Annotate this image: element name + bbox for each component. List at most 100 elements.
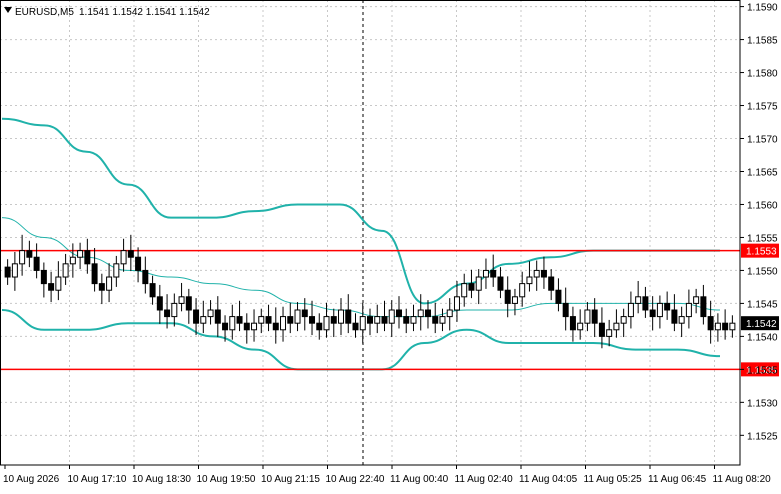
candle-body xyxy=(207,309,214,318)
candle-body xyxy=(714,322,721,331)
candle-body xyxy=(229,316,236,331)
candle-body xyxy=(280,316,287,331)
candle-body xyxy=(214,309,221,324)
candle-body xyxy=(345,309,352,324)
price-level-label: 1.1535 xyxy=(746,365,777,376)
candle-body xyxy=(200,316,207,324)
candle-body xyxy=(446,309,453,318)
grid xyxy=(0,0,740,465)
candle-body xyxy=(106,276,113,291)
x-tick-label: 11 Aug 05:25 xyxy=(584,474,643,485)
candle-body xyxy=(381,316,388,324)
candle-body xyxy=(533,269,540,278)
candle-body xyxy=(606,329,613,337)
price-level-tag xyxy=(741,362,779,377)
bollinger-bands xyxy=(1,117,721,371)
candle-body xyxy=(540,269,547,278)
candle-body xyxy=(374,316,381,324)
current-price-tag xyxy=(741,316,779,331)
candle-body xyxy=(403,316,410,324)
candle-body xyxy=(171,302,178,318)
horizontal-levels[interactable]: 1.1553 1.1535 xyxy=(0,243,779,377)
x-tick-label: 10 Aug 2026 xyxy=(3,474,60,485)
triangle-down-icon[interactable] xyxy=(4,7,12,13)
price-level-tag xyxy=(741,243,779,258)
candle-body xyxy=(664,302,671,311)
candles xyxy=(4,234,736,349)
y-tick-label: 1.1585 xyxy=(747,36,778,47)
x-tick-label: 10 Aug 21:15 xyxy=(261,474,320,485)
symbol-label: EURUSD,M5 xyxy=(15,7,74,18)
candle-body xyxy=(388,309,395,324)
candle-body xyxy=(417,309,424,318)
candle-body xyxy=(620,316,627,324)
candle-body xyxy=(722,322,729,331)
x-tick-label: 11 Aug 00:40 xyxy=(390,474,449,485)
candle-body xyxy=(4,266,11,278)
x-tick-label: 10 Aug 17:10 xyxy=(68,474,127,485)
y-tick-label: 1.1545 xyxy=(747,299,778,310)
candle-body xyxy=(142,269,149,285)
candle-body xyxy=(475,276,482,291)
candle-body xyxy=(584,309,591,324)
candle-body xyxy=(432,316,439,324)
upper-band-line xyxy=(1,117,720,305)
candle-body xyxy=(562,302,569,318)
y-tick-label: 1.1560 xyxy=(747,200,778,211)
chart-header: EURUSD,M5 1.1541 1.1542 1.1541 1.1542 xyxy=(4,7,210,18)
y-tick-label: 1.1575 xyxy=(747,102,778,113)
candle-body xyxy=(330,316,337,324)
candle-body xyxy=(678,316,685,324)
candle-body xyxy=(693,296,700,304)
y-tick-label: 1.1530 xyxy=(747,398,778,409)
candle-body xyxy=(309,316,316,324)
x-tick-label: 11 Aug 06:45 xyxy=(648,474,707,485)
candle-body xyxy=(77,250,84,258)
candle-body xyxy=(258,316,265,324)
candle-body xyxy=(482,269,489,278)
x-tick-label: 11 Aug 08:20 xyxy=(713,474,772,485)
candle-body xyxy=(69,256,76,265)
candle-body xyxy=(627,302,634,318)
candle-body xyxy=(265,316,272,324)
plot-frame xyxy=(0,0,741,466)
candle-body xyxy=(40,269,47,285)
candle-body xyxy=(323,316,330,331)
candle-body xyxy=(193,309,200,324)
candle-body xyxy=(127,250,134,258)
candle-body xyxy=(497,276,504,291)
candle-body xyxy=(236,316,243,324)
candle-body xyxy=(287,316,294,324)
candle-body xyxy=(468,283,475,291)
candle-body xyxy=(149,283,156,298)
candle-body xyxy=(511,296,518,304)
current-price-label: 1.1542 xyxy=(746,319,777,330)
candle-body xyxy=(598,322,605,337)
candle-body xyxy=(555,289,562,304)
y-tick-label: 1.1535 xyxy=(747,365,778,376)
candle-body xyxy=(649,309,656,318)
candle-body xyxy=(33,256,40,271)
candle-body xyxy=(48,283,55,291)
candle-body xyxy=(26,250,33,258)
candle-body xyxy=(671,309,678,324)
candle-body xyxy=(707,316,714,331)
y-tick-label: 1.1555 xyxy=(747,233,778,244)
candle-body xyxy=(251,322,258,331)
candle-body xyxy=(338,309,345,324)
candle-body xyxy=(316,322,323,331)
price-level-label: 1.1553 xyxy=(746,247,777,258)
candle-body xyxy=(294,309,301,324)
candle-body xyxy=(91,263,98,285)
candle-body xyxy=(729,322,736,331)
y-tick-label: 1.1565 xyxy=(747,167,778,178)
candle-body xyxy=(591,309,598,324)
x-tick-label: 10 Aug 19:50 xyxy=(197,474,256,485)
x-tick-label: 11 Aug 04:05 xyxy=(519,474,578,485)
candle-body xyxy=(164,309,171,318)
candle-body xyxy=(642,296,649,311)
candle-body xyxy=(84,250,91,265)
candle-body xyxy=(685,302,692,318)
